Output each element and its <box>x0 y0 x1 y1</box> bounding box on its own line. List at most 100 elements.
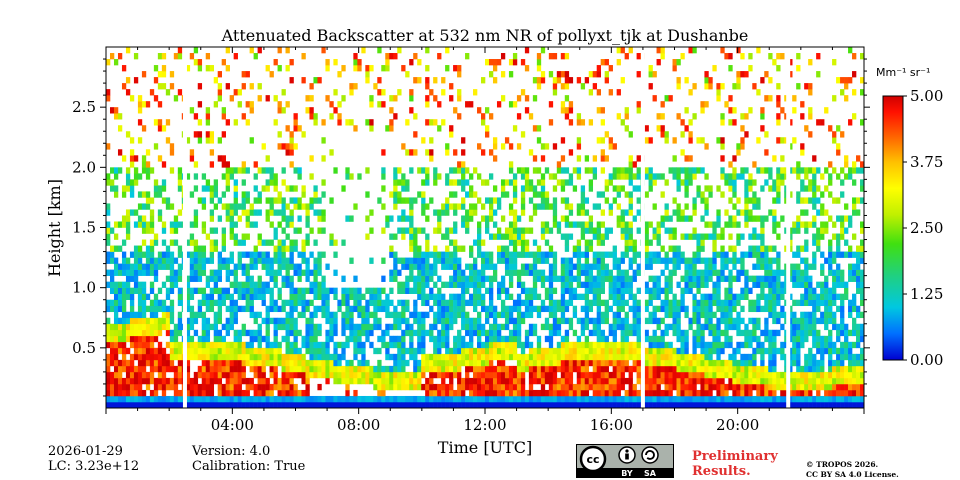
heatmap-cell <box>397 371 402 379</box>
heatmap-cell <box>185 347 191 355</box>
heatmap-cell <box>564 95 570 102</box>
heatmap-cell <box>628 257 633 264</box>
heatmap-cell <box>469 275 474 282</box>
heatmap-cell <box>369 95 374 102</box>
heatmap-cell <box>540 203 546 210</box>
heatmap-cell <box>141 347 147 355</box>
heatmap-cell <box>353 299 358 307</box>
heatmap-cell <box>676 299 681 307</box>
heatmap-cell <box>760 113 765 120</box>
heatmap-cell <box>365 305 370 313</box>
heatmap-cell <box>776 191 781 198</box>
heatmap-cell <box>716 335 721 343</box>
heatmap-cell <box>173 341 179 349</box>
heatmap-cell <box>289 323 294 331</box>
heatmap-cell <box>461 137 466 144</box>
heatmap-cell <box>524 245 530 252</box>
heatmap-cell <box>580 389 586 397</box>
heatmap-cell <box>492 275 498 282</box>
heatmap-cell <box>161 365 167 373</box>
heatmap-cell <box>660 329 665 337</box>
heatmap-cell <box>149 209 155 216</box>
heatmap-cell <box>285 203 290 210</box>
heatmap-cell <box>473 395 478 403</box>
heatmap-cell <box>305 383 310 391</box>
heatmap-cell <box>177 167 183 174</box>
heatmap-cell <box>704 173 709 180</box>
heatmap-cell <box>249 359 254 367</box>
heatmap-cell <box>265 341 270 349</box>
heatmap-cell <box>249 203 254 210</box>
heatmap-cell <box>564 197 570 204</box>
heatmap-cell <box>724 395 729 403</box>
heatmap-cell <box>608 305 613 313</box>
heatmap-cell <box>592 329 598 337</box>
heatmap-cell <box>728 185 733 192</box>
heatmap-cell <box>177 275 183 282</box>
heatmap-cell <box>465 377 470 385</box>
heatmap-cell <box>724 365 729 373</box>
heatmap-cell <box>560 395 566 403</box>
heatmap-cell <box>473 389 478 397</box>
heatmap-cell <box>301 353 306 361</box>
heatmap-cell <box>337 365 342 373</box>
heatmap-cell <box>704 383 709 391</box>
heatmap-cell <box>357 293 362 300</box>
heatmap-cell <box>600 191 605 198</box>
heatmap-cell <box>253 263 258 270</box>
heatmap-cell <box>528 215 534 222</box>
heatmap-cell <box>401 341 406 349</box>
heatmap-cell <box>253 359 258 367</box>
heatmap-cell <box>488 275 494 282</box>
heatmap-cell <box>772 305 777 313</box>
heatmap-cell <box>624 209 629 216</box>
heatmap-cell <box>752 383 757 391</box>
heatmap-cell <box>532 269 538 276</box>
heatmap-cell <box>189 305 195 313</box>
heatmap-cell <box>377 395 382 403</box>
heatmap-cell <box>556 161 562 168</box>
heatmap-cell <box>157 383 163 391</box>
heatmap-cell <box>321 119 326 126</box>
heatmap-cell <box>692 299 697 307</box>
heatmap-cell <box>496 101 502 108</box>
heatmap-cell <box>724 53 729 60</box>
heatmap-cell <box>213 185 219 192</box>
heatmap-cell <box>149 353 155 361</box>
heatmap-cell <box>441 209 446 216</box>
heatmap-cell <box>441 365 446 373</box>
heatmap-cell <box>636 317 641 325</box>
heatmap-cell <box>540 77 546 84</box>
heatmap-cell <box>273 323 278 331</box>
heatmap-cell <box>576 371 582 379</box>
heatmap-cell <box>289 275 294 282</box>
heatmap-cell <box>764 215 769 222</box>
heatmap-cell <box>229 371 234 379</box>
heatmap-cell <box>321 341 326 349</box>
heatmap-cell <box>425 281 430 288</box>
heatmap-cell <box>592 281 598 288</box>
heatmap-cell <box>149 305 155 313</box>
heatmap-cell <box>241 287 246 294</box>
heatmap-cell <box>257 377 262 385</box>
heatmap-cell <box>668 347 673 355</box>
heatmap-cell <box>449 347 454 355</box>
heatmap-cell <box>129 359 135 367</box>
heatmap-cell <box>401 329 406 337</box>
heatmap-cell <box>305 317 310 325</box>
heatmap-cell <box>588 317 594 325</box>
heatmap-cell <box>760 305 765 313</box>
heatmap-cell <box>377 377 382 385</box>
heatmap-cell <box>760 365 765 373</box>
heatmap-cell <box>409 239 414 246</box>
heatmap-cell <box>297 125 302 132</box>
heatmap-cell <box>397 47 402 54</box>
heatmap-cell <box>373 347 378 355</box>
heatmap-cell <box>433 251 438 258</box>
heatmap-cell <box>437 359 442 367</box>
heatmap-cell <box>664 347 669 355</box>
heatmap-cell <box>656 59 661 66</box>
heatmap-cell <box>229 269 234 276</box>
heatmap-cell <box>453 65 458 72</box>
heatmap-cell <box>628 275 633 282</box>
